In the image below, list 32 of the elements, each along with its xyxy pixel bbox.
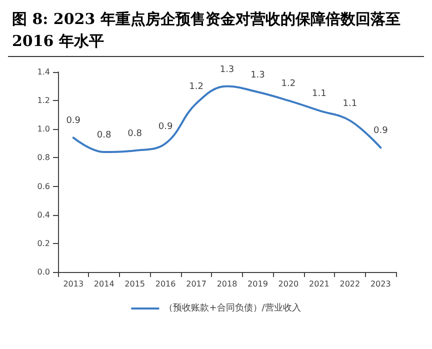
data-label: 0.9 [66,116,81,126]
data-label: 0.9 [158,122,173,132]
y-tick-label: 0.2 [37,238,50,248]
data-label: 1.3 [220,64,234,75]
data-label: 1.3 [250,70,265,80]
y-tick-label: 0.6 [37,182,50,191]
x-tick-label: 2021 [309,280,330,288]
y-tick-label: 0.8 [37,153,50,162]
y-tick-label: 1.4 [37,68,50,76]
y-tick-label: 0.4 [37,210,50,220]
data-label: 1.1 [312,89,326,100]
x-tick-label: 2023 [370,280,391,288]
x-tick-label: 2018 [216,280,238,288]
data-label: 1.1 [342,99,358,110]
data-label: 0.9 [373,126,388,136]
x-tick-label: 2016 [155,280,176,288]
data-label: 1.2 [189,82,204,92]
x-tick-label: 2019 [248,280,268,288]
x-tick-label: 2020 [278,280,299,288]
x-tick-label: 2013 [63,280,84,288]
chart-title: 图 8: 2023 年重点房企预售资金对营收的保障倍数回落至 2016 年水平 [8,8,424,57]
x-tick-label: 2014 [94,280,114,288]
x-tick-label: 2022 [340,280,360,288]
data-label: 0.8 [96,130,112,140]
x-tick-label: 2015 [124,280,145,288]
x-tick-label: 2017 [186,280,206,288]
y-tick-label: 1.0 [37,124,50,134]
data-label: 1.2 [281,79,296,90]
y-tick-label: 1.2 [37,96,50,106]
y-tick-label: 0.0 [37,268,50,276]
data-label: 0.8 [128,129,142,140]
legend-label: （预收账款+合同负债）/营业收入 [164,302,301,314]
